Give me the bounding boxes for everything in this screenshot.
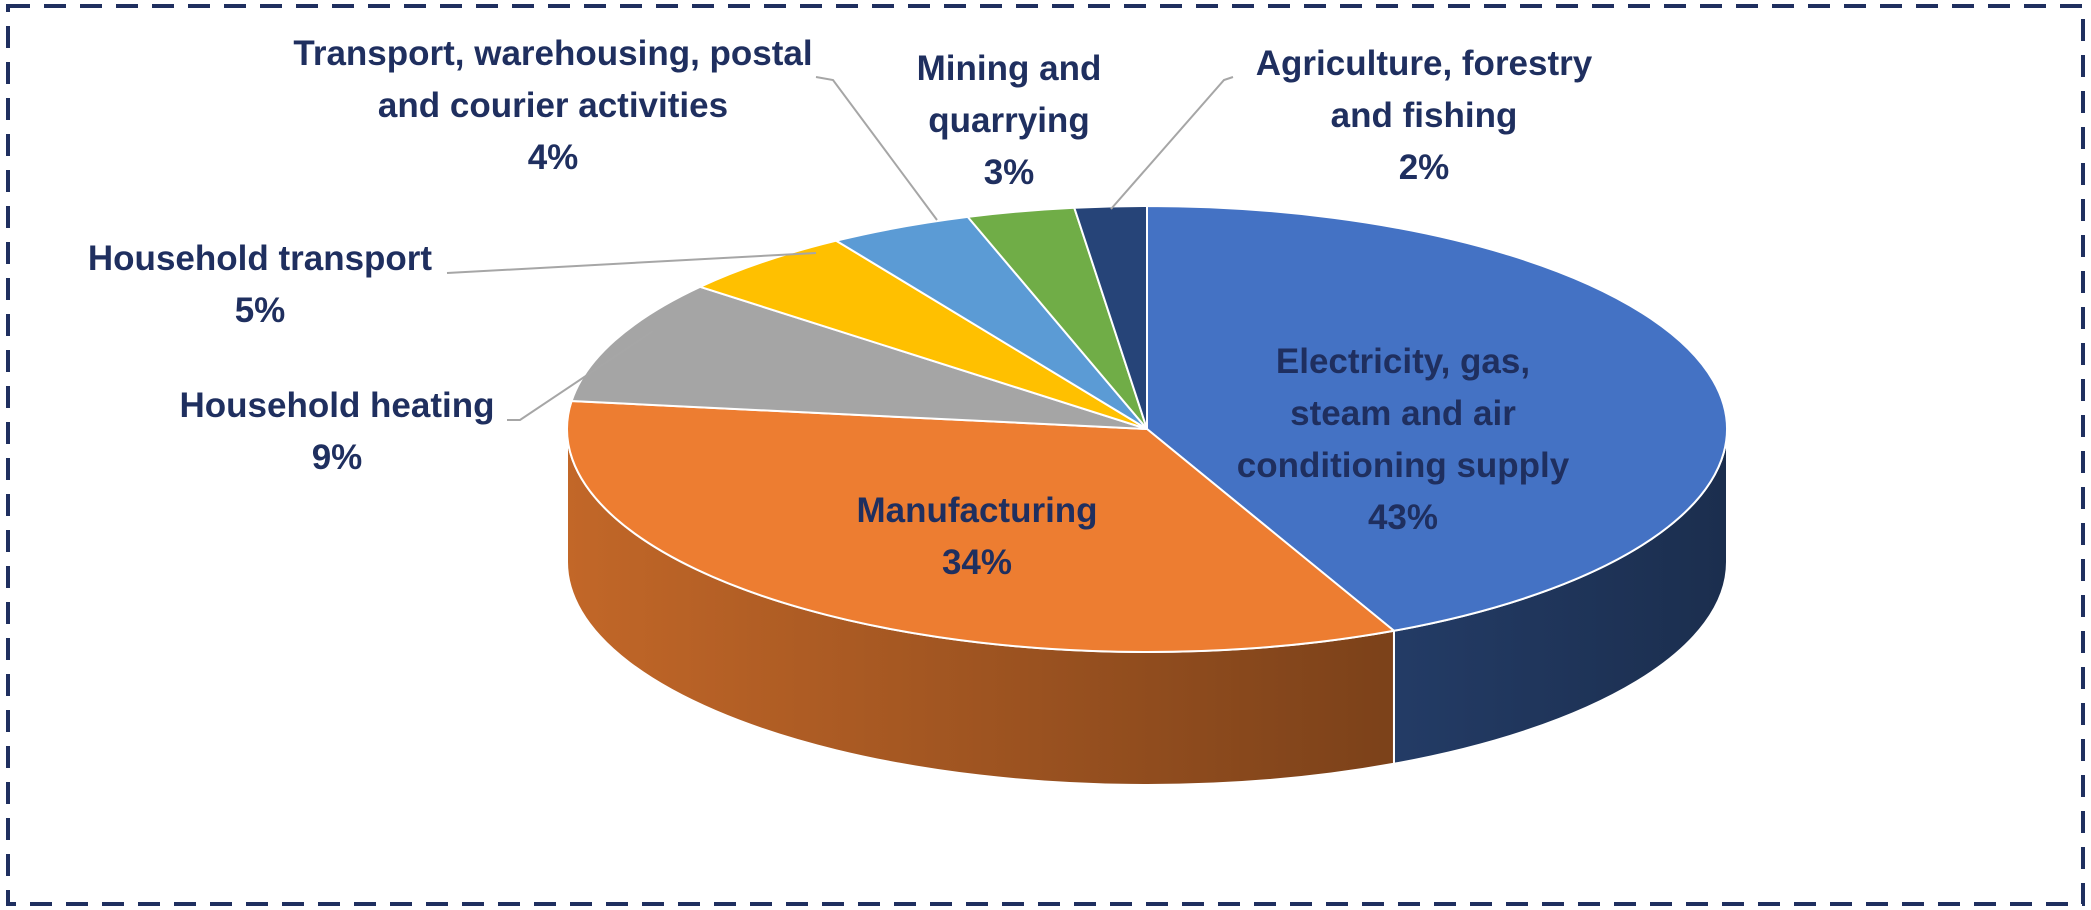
slice-label: Electricity, gas, steam and air conditio… (1223, 336, 1583, 544)
slice-label: Transport, warehousing, postal and couri… (273, 28, 833, 184)
frame (6, 4, 2085, 906)
leader-line (815, 76, 938, 221)
category-label: Manufacturing (856, 491, 1098, 530)
leader-line (507, 330, 654, 421)
value-label: 9% (311, 438, 363, 477)
value-label: 34% (941, 543, 1013, 582)
value-label: 5% (234, 291, 286, 330)
slice-label: Household heating 9% (180, 380, 495, 484)
category-label: Household heating (179, 386, 495, 425)
leader-line (1110, 76, 1234, 210)
category-label: Mining and quarrying (916, 49, 1102, 140)
leader-lines (446, 76, 1234, 421)
value-label: 43% (1367, 498, 1439, 537)
category-label: Electricity, gas, steam and air conditio… (1236, 342, 1570, 485)
value-label: 4% (527, 138, 579, 177)
slice (566, 400, 1397, 653)
slice (570, 285, 1148, 430)
category-label: Household transport (87, 239, 433, 278)
slice-label: Manufacturing 34% (856, 485, 1097, 589)
leader-line (446, 252, 817, 274)
category-label: Transport, warehousing, postal and couri… (293, 34, 813, 125)
slice-label: Agriculture, forestry and fishing 2% (1239, 38, 1609, 194)
slice-label: Household transport 5% (88, 233, 432, 337)
slice (1146, 204, 1728, 632)
value-label: 2% (1398, 148, 1450, 187)
category-label: Agriculture, forestry and fishing (1255, 44, 1593, 135)
value-label: 3% (983, 153, 1035, 192)
slice (1072, 204, 1148, 430)
slice (697, 239, 1148, 430)
slice-label: Mining and quarrying 3% (902, 43, 1117, 199)
